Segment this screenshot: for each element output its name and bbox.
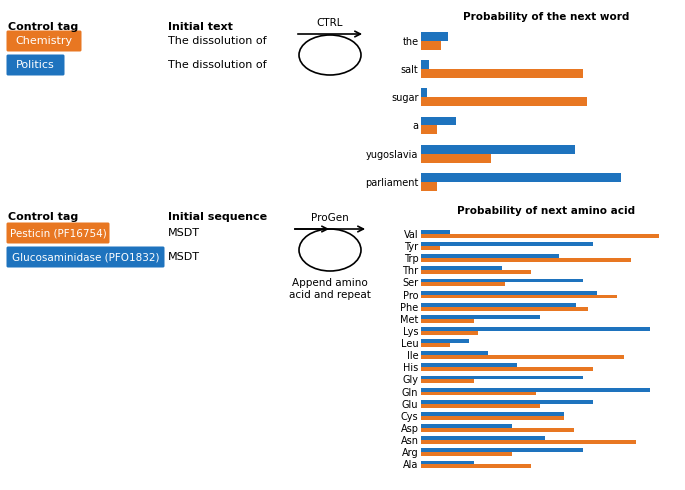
Bar (421, 440, 636, 444)
Bar (421, 307, 588, 311)
Bar (421, 270, 531, 274)
Bar (421, 465, 531, 468)
Text: Glucosaminidase (PFO1832): Glucosaminidase (PFO1832) (12, 252, 159, 262)
Bar (421, 416, 564, 420)
Text: Politics: Politics (16, 60, 55, 70)
FancyBboxPatch shape (6, 30, 82, 51)
Bar (421, 375, 583, 379)
Bar (421, 41, 440, 50)
Bar (421, 254, 560, 258)
Bar (421, 355, 623, 359)
Text: Control tag: Control tag (8, 22, 78, 32)
Bar (421, 294, 616, 298)
Bar (421, 242, 593, 246)
Bar (421, 153, 490, 163)
Bar (421, 303, 576, 307)
Title: Probability of the next word: Probability of the next word (463, 12, 630, 23)
Bar (421, 282, 505, 286)
Bar (421, 392, 536, 395)
Bar (421, 331, 478, 335)
Text: Control tag: Control tag (8, 212, 78, 222)
Bar (421, 98, 586, 106)
Bar (421, 343, 450, 347)
Bar (421, 258, 631, 262)
Bar (421, 400, 593, 404)
Text: Initial sequence: Initial sequence (168, 212, 267, 222)
Bar (421, 424, 512, 428)
Bar (421, 436, 545, 440)
Bar (421, 315, 540, 319)
Bar (421, 32, 448, 41)
Text: Append amino
acid and repeat: Append amino acid and repeat (289, 278, 371, 299)
Bar (421, 412, 564, 416)
Text: Chemistry: Chemistry (16, 36, 73, 46)
Bar (421, 278, 583, 282)
Bar (421, 172, 621, 182)
Bar (421, 368, 593, 371)
Bar (421, 60, 429, 70)
FancyBboxPatch shape (6, 54, 64, 75)
Text: MSDT: MSDT (168, 228, 200, 238)
Title: Probability of next amino acid: Probability of next amino acid (457, 206, 636, 216)
Bar (421, 182, 436, 191)
Bar (421, 319, 473, 323)
Bar (421, 145, 575, 153)
Bar (421, 461, 473, 465)
Bar (421, 364, 516, 368)
Text: The dissolution of: The dissolution of (168, 60, 266, 70)
Bar (421, 267, 502, 270)
FancyBboxPatch shape (6, 222, 110, 244)
Bar (421, 351, 488, 355)
Bar (421, 388, 650, 392)
Bar (421, 291, 597, 294)
Bar (421, 404, 540, 408)
Text: The dissolution of: The dissolution of (168, 36, 266, 46)
Bar (421, 327, 650, 331)
Bar (421, 125, 436, 134)
Text: Pesticin (PF16754): Pesticin (PF16754) (10, 228, 106, 238)
Text: MSDT: MSDT (168, 252, 200, 262)
Text: CTRL: CTRL (316, 18, 343, 28)
Bar (421, 230, 450, 234)
Bar (421, 70, 583, 78)
Bar (421, 379, 473, 383)
Bar (421, 117, 456, 125)
Text: Initial text: Initial text (168, 22, 233, 32)
Bar (421, 428, 573, 432)
Text: ProGen: ProGen (311, 213, 349, 223)
Bar (421, 448, 583, 452)
Bar (421, 452, 512, 456)
Bar (421, 339, 469, 343)
Bar (421, 89, 427, 98)
FancyBboxPatch shape (6, 246, 164, 268)
Bar (421, 234, 660, 238)
Bar (421, 246, 440, 250)
